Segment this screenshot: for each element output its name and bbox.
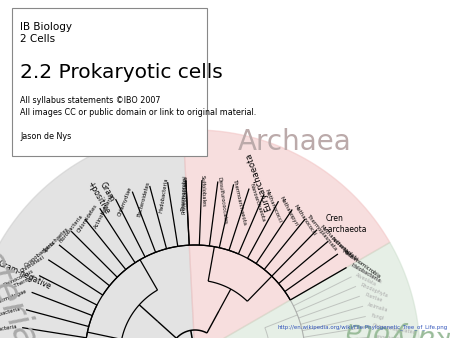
Text: Hadobacteria: Hadobacteria <box>159 177 169 213</box>
Text: Euryarchaeota: Euryarchaeota <box>243 151 273 212</box>
Text: Thermotogae: Thermotogae <box>0 288 28 306</box>
Text: Stramenopiles: Stramenopiles <box>350 263 383 285</box>
Text: Thermoarchaeota: Thermoarchaeota <box>232 179 248 226</box>
Text: Archaeoglobi: Archaeoglobi <box>330 236 360 262</box>
Polygon shape <box>0 130 195 338</box>
Text: Deinococcus
-Thermus: Deinococcus -Thermus <box>3 268 37 293</box>
Text: 2.2 Prokaryotic cells: 2.2 Prokaryotic cells <box>20 63 223 82</box>
Text: Thermodesulfobacteria: Thermodesulfobacteria <box>0 306 22 327</box>
Text: Cren
-archaeota: Cren -archaeota <box>326 215 367 234</box>
Text: Alveolata: Alveolata <box>355 272 378 287</box>
FancyBboxPatch shape <box>12 8 207 156</box>
Text: Archaea: Archaea <box>238 128 351 156</box>
Text: Fungi: Fungi <box>370 313 384 321</box>
Text: Rhodophyta: Rhodophyta <box>360 282 389 298</box>
Text: Halobacteria: Halobacteria <box>350 263 381 284</box>
Text: Fibrobacteria: Fibrobacteria <box>58 214 84 244</box>
Text: Chloroidetes: Chloroidetes <box>77 203 99 233</box>
Text: Plantae: Plantae <box>364 292 382 303</box>
Text: Spirochaetes: Spirochaetes <box>42 226 69 254</box>
Text: Actinobacteria: Actinobacteria <box>0 324 18 335</box>
Text: Actinobacteria: Actinobacteria <box>94 193 116 230</box>
Text: http://en.wikipedia.org/wiki/File:Phylogenetic_Tree_of_Life.png: http://en.wikipedia.org/wiki/File:Phylog… <box>278 324 448 330</box>
Text: Methanopyri: Methanopyri <box>279 196 299 227</box>
Text: All syllabus statements ©IBO 2007: All syllabus statements ©IBO 2007 <box>20 96 161 105</box>
Text: Methanobacteria: Methanobacteria <box>319 224 354 260</box>
Text: Bacteria: Bacteria <box>0 200 44 338</box>
Text: All images CC or public domain or link to original material.: All images CC or public domain or link t… <box>20 108 256 117</box>
Polygon shape <box>195 242 420 338</box>
Text: Eukaryota: Eukaryota <box>343 316 450 338</box>
Text: Methanococci: Methanococci <box>264 189 283 224</box>
Text: Animalia: Animalia <box>367 303 389 313</box>
Text: Thermoplasmata: Thermoplasmata <box>306 214 338 252</box>
Text: Methanococci: Methanococci <box>293 204 317 237</box>
Text: IB Biology: IB Biology <box>20 22 72 32</box>
Text: 2 Cells: 2 Cells <box>20 34 55 44</box>
Text: Nanoarchaeota: Nanoarchaeota <box>248 183 266 223</box>
Text: Thermoprotei: Thermoprotei <box>181 175 188 211</box>
Polygon shape <box>183 130 390 338</box>
Text: Gram
+positive: Gram +positive <box>85 174 120 216</box>
Text: Chlamydiae: Chlamydiae <box>117 186 133 217</box>
Text: Chloroflexi: Chloroflexi <box>19 255 45 274</box>
Text: Sulfolobales: Sulfolobales <box>199 175 206 207</box>
Text: Desulfurococcales: Desulfurococcales <box>216 176 227 224</box>
Text: Cyanobacteria: Cyanobacteria <box>24 240 57 268</box>
Text: Choanoflagellatea: Choanoflagellatea <box>372 323 417 336</box>
Text: Amoebozoa: Amoebozoa <box>374 334 403 338</box>
Text: Gram-negative: Gram-negative <box>0 259 53 292</box>
Text: Jason de Nys: Jason de Nys <box>20 132 71 141</box>
Text: Bacteroidetes: Bacteroidetes <box>136 180 151 217</box>
Text: Methanomicrobia: Methanomicrobia <box>341 249 381 280</box>
Text: Proteobacteria: Proteobacteria <box>181 175 188 214</box>
